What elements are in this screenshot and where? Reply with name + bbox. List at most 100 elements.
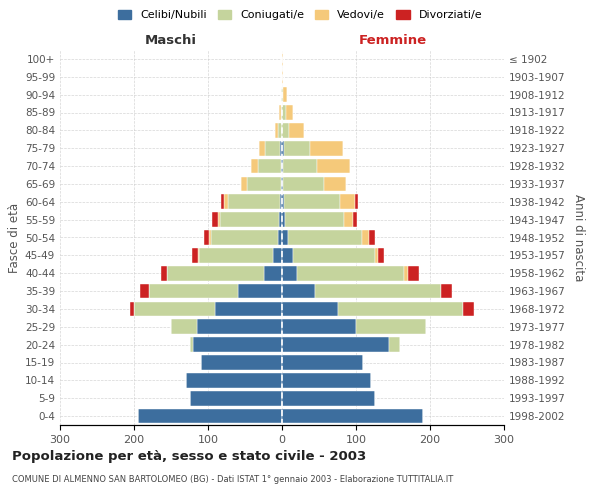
Bar	[282, 248, 293, 262]
Bar	[282, 176, 283, 191]
Bar	[193, 338, 282, 352]
Bar	[282, 302, 337, 316]
Bar	[259, 141, 265, 156]
Bar	[197, 320, 282, 334]
Bar	[285, 212, 344, 227]
Bar	[247, 176, 281, 191]
Bar	[134, 302, 215, 316]
Bar	[280, 141, 282, 156]
Bar	[316, 284, 441, 298]
Bar	[404, 266, 408, 280]
Bar	[408, 266, 419, 280]
Bar	[167, 266, 263, 280]
Bar	[297, 266, 404, 280]
Bar	[362, 230, 370, 245]
Bar	[278, 230, 282, 245]
Bar	[324, 176, 346, 191]
Bar	[209, 230, 211, 245]
Bar	[190, 391, 282, 406]
Bar	[282, 52, 283, 66]
Bar	[389, 338, 400, 352]
Bar	[463, 302, 475, 316]
Bar	[263, 266, 282, 280]
Bar	[186, 373, 282, 388]
Y-axis label: Fasce di età: Fasce di età	[8, 202, 21, 272]
Bar	[228, 194, 280, 209]
Bar	[282, 355, 364, 370]
Bar	[238, 284, 282, 298]
Bar	[282, 70, 283, 84]
Bar	[281, 176, 282, 191]
Bar	[282, 158, 283, 174]
Bar	[199, 248, 273, 262]
Bar	[171, 320, 197, 334]
Bar	[374, 248, 378, 262]
Bar	[275, 123, 278, 138]
Bar	[282, 320, 356, 334]
Bar	[353, 212, 357, 227]
Bar	[355, 194, 358, 209]
Bar	[282, 284, 316, 298]
Bar	[279, 212, 282, 227]
Bar	[283, 88, 287, 102]
Bar	[317, 158, 350, 174]
Bar	[283, 176, 324, 191]
Bar	[283, 158, 317, 174]
Bar	[212, 212, 218, 227]
Bar	[203, 230, 209, 245]
Bar	[273, 248, 282, 262]
Bar	[241, 176, 247, 191]
Text: Maschi: Maschi	[145, 34, 197, 48]
Bar	[282, 123, 289, 138]
Bar	[284, 141, 310, 156]
Bar	[282, 88, 283, 102]
Bar	[140, 284, 149, 298]
Bar	[218, 212, 220, 227]
Bar	[441, 284, 452, 298]
Bar	[190, 338, 193, 352]
Bar	[282, 141, 284, 156]
Bar	[138, 409, 282, 424]
Bar	[200, 355, 282, 370]
Bar	[282, 212, 285, 227]
Bar	[280, 194, 282, 209]
Bar	[356, 320, 426, 334]
Bar	[282, 230, 288, 245]
Bar	[284, 194, 340, 209]
Bar	[293, 248, 374, 262]
Bar	[282, 391, 374, 406]
Text: Popolazione per età, sesso e stato civile - 2003: Popolazione per età, sesso e stato civil…	[12, 450, 366, 463]
Bar	[310, 141, 343, 156]
Bar	[211, 230, 278, 245]
Bar	[224, 194, 228, 209]
Y-axis label: Anni di nascita: Anni di nascita	[572, 194, 585, 281]
Bar	[251, 158, 259, 174]
Bar	[282, 194, 284, 209]
Bar	[281, 88, 282, 102]
Bar	[282, 338, 389, 352]
Bar	[370, 230, 375, 245]
Bar	[281, 158, 282, 174]
Bar	[288, 230, 362, 245]
Bar	[282, 266, 297, 280]
Bar	[130, 302, 134, 316]
Bar	[220, 212, 279, 227]
Bar	[265, 141, 280, 156]
Bar	[193, 248, 199, 262]
Bar	[161, 266, 167, 280]
Bar	[281, 105, 282, 120]
Bar	[278, 123, 282, 138]
Text: Femmine: Femmine	[359, 34, 427, 48]
Legend: Celibi/Nubili, Coniugati/e, Vedovi/e, Divorziati/e: Celibi/Nubili, Coniugati/e, Vedovi/e, Di…	[113, 6, 487, 25]
Bar	[286, 105, 293, 120]
Bar	[279, 105, 281, 120]
Text: COMUNE DI ALMENNO SAN BARTOLOMEO (BG) - Dati ISTAT 1° gennaio 2003 - Elaborazion: COMUNE DI ALMENNO SAN BARTOLOMEO (BG) - …	[12, 475, 453, 484]
Bar	[282, 373, 371, 388]
Bar	[221, 194, 224, 209]
Bar	[337, 302, 463, 316]
Bar	[149, 284, 238, 298]
Bar	[378, 248, 384, 262]
Bar	[282, 409, 422, 424]
Bar	[215, 302, 282, 316]
Bar	[259, 158, 281, 174]
